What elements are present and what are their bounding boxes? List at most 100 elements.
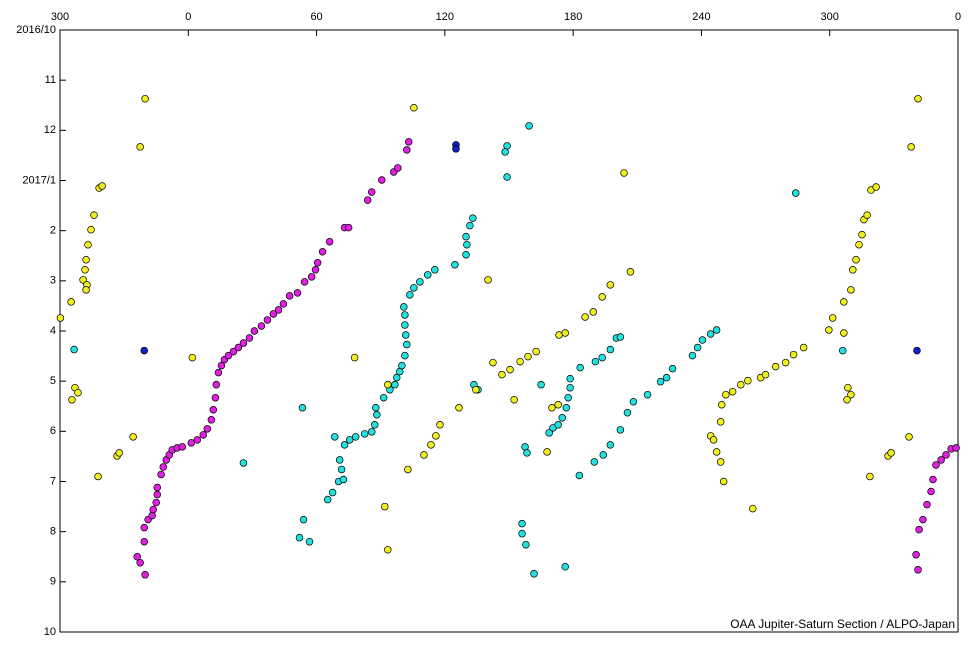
point [404,465,412,474]
point [590,458,599,466]
point [942,451,950,459]
point [404,138,413,146]
point [472,385,480,394]
point [424,271,432,279]
point [629,397,638,406]
point [410,104,418,112]
point [56,314,65,322]
point [335,456,344,464]
point [466,221,474,230]
point [839,346,847,355]
point [866,472,874,481]
point [525,122,533,130]
point [141,571,149,579]
point [436,421,444,429]
point [518,519,526,528]
point [626,268,635,276]
point [299,515,308,524]
point [136,143,144,151]
point [74,388,82,397]
point [203,425,212,433]
point [136,559,144,567]
point [855,240,863,249]
point [532,347,540,356]
point [562,404,571,412]
point [313,259,322,267]
point [363,196,372,204]
point [239,339,248,347]
point [915,525,923,534]
point [843,395,851,404]
point [406,291,414,299]
point [378,176,386,184]
point [849,266,857,274]
point [159,463,168,471]
point [656,377,665,386]
point [566,374,574,383]
point [401,321,409,329]
point [858,230,866,239]
point [311,266,320,274]
point [403,340,411,349]
point [564,393,572,402]
point [716,458,725,466]
point [381,502,389,511]
point [923,500,931,509]
point [932,461,940,469]
y-tick-label: 2 [50,225,56,237]
point [398,361,406,370]
y-tick-label: 10 [44,626,56,638]
point [307,273,316,281]
point [367,188,376,196]
point [90,211,98,219]
point [209,406,218,414]
point [522,540,530,549]
point [269,310,278,318]
point [516,357,524,366]
point [606,441,615,449]
point [401,331,410,339]
y-tick-label: 9 [50,576,56,588]
point [555,331,563,339]
point [506,365,514,374]
point [350,353,359,362]
point [722,390,730,399]
point [300,278,309,286]
point [149,505,157,514]
point [543,448,551,456]
point [530,570,538,578]
point [575,471,584,480]
point [913,346,921,355]
x-tick-label: 240 [692,11,710,23]
point [427,441,435,449]
point [616,426,625,434]
point [662,373,671,382]
point [576,363,584,372]
point [187,439,196,447]
point [914,566,922,574]
point [463,240,471,249]
point [719,477,728,486]
point [229,347,238,356]
point [462,250,470,259]
point [384,380,392,389]
point [257,322,266,330]
point [799,343,808,352]
point [599,451,608,459]
point [67,298,75,306]
point [285,292,294,300]
point [907,143,915,151]
point [234,343,243,352]
point [561,329,569,337]
point [598,293,606,301]
point [840,329,848,337]
point [263,316,272,324]
point [558,414,566,422]
y-tick-label: 2016/10 [16,24,56,36]
point [153,483,162,492]
point [709,436,718,444]
point [293,289,302,297]
point [791,189,800,197]
point [337,465,346,474]
point [152,498,160,507]
